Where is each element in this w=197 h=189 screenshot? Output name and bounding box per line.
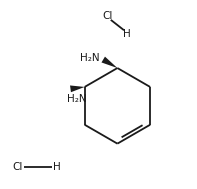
Text: H: H xyxy=(123,29,130,39)
Text: Cl: Cl xyxy=(12,162,23,172)
Text: Cl: Cl xyxy=(102,11,113,21)
Polygon shape xyxy=(101,57,117,68)
Polygon shape xyxy=(70,85,85,92)
Text: H₂N: H₂N xyxy=(80,53,100,63)
Text: H₂N: H₂N xyxy=(67,94,86,104)
Text: H: H xyxy=(53,162,60,172)
